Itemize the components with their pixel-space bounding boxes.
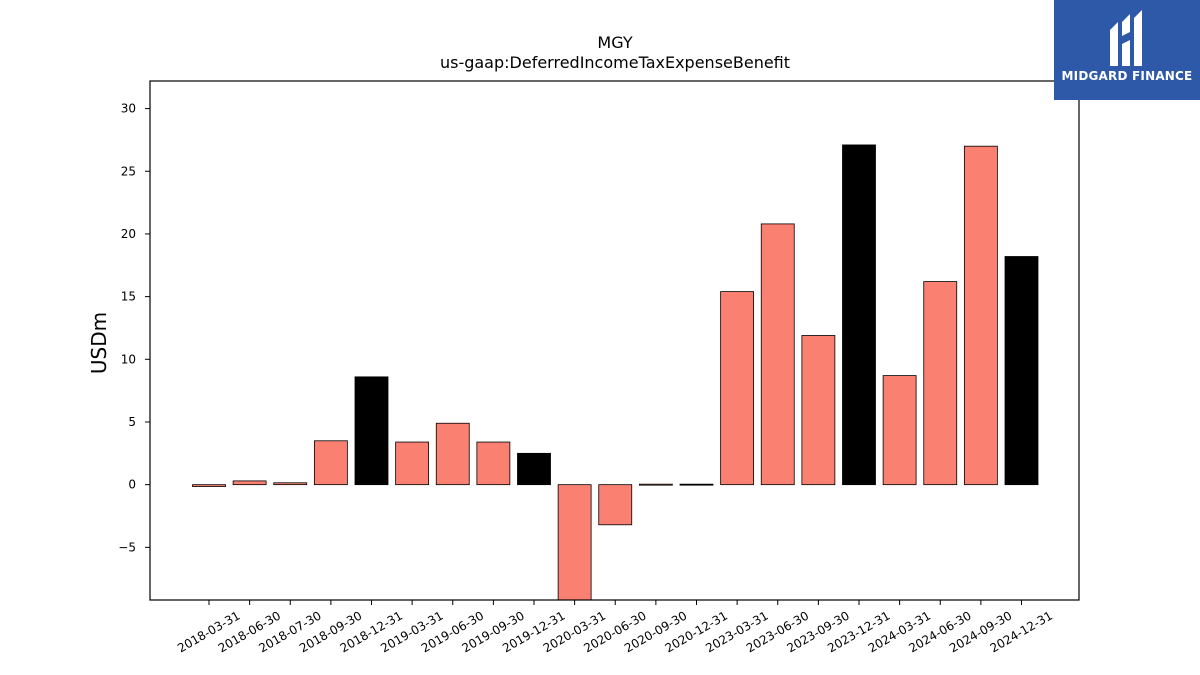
y-axis-label: USDm [87,312,111,374]
plot-frame [149,80,1080,601]
bar-2018-09-30 [313,440,348,486]
y-tick-label: 0 [128,478,136,492]
bar-2024-09-30 [963,145,998,486]
y-tick-label: 25 [121,164,136,178]
bar-2019-12-31 [517,452,551,486]
bar-2024-03-31 [882,375,917,486]
bar-2023-12-31 [842,144,876,486]
bar-2020-03-31 [557,484,592,601]
y-ticks: −5 0 5 10 15 20 25 30 [118,102,150,554]
bar-2018-06-30 [232,480,267,486]
y-tick-label: 5 [128,415,136,429]
bar-2018-07-30 [273,482,308,486]
x-ticks: 2018-03-312018-06-302018-07-302018-09-30… [175,600,1055,655]
bar-2018-12-31 [354,376,389,486]
bar-2024-12-31 [1004,256,1039,486]
chart-title: MGY [597,33,632,52]
midgard-finance-logo: MIDGARD FINANCE [1054,0,1200,100]
bar-2019-06-30 [435,422,470,486]
logo-mark-icon [1110,10,1142,66]
y-tick-label: 10 [121,352,136,366]
bar-2019-03-31 [395,441,430,486]
chart-subtitle: us-gaap:DeferredIncomeTaxExpenseBenefit [440,53,790,72]
bar-2020-12-31 [679,483,714,486]
y-tick-label: 30 [121,102,136,116]
bar-2020-09-30 [638,483,673,486]
y-tick-label: −5 [118,540,136,554]
bars-layer [192,144,1039,601]
bar-2023-09-30 [801,335,836,486]
logo-text: MIDGARD FINANCE [1061,69,1193,83]
bar-2019-09-30 [476,441,511,486]
y-tick-label: 20 [121,227,136,241]
bar-2018-03-31 [192,484,226,487]
bar-2023-03-31 [720,291,755,486]
bar-2024-06-30 [923,281,958,486]
bar-2020-06-30 [598,484,633,526]
y-tick-label: 15 [121,290,136,304]
bar-2023-06-30 [760,223,795,486]
